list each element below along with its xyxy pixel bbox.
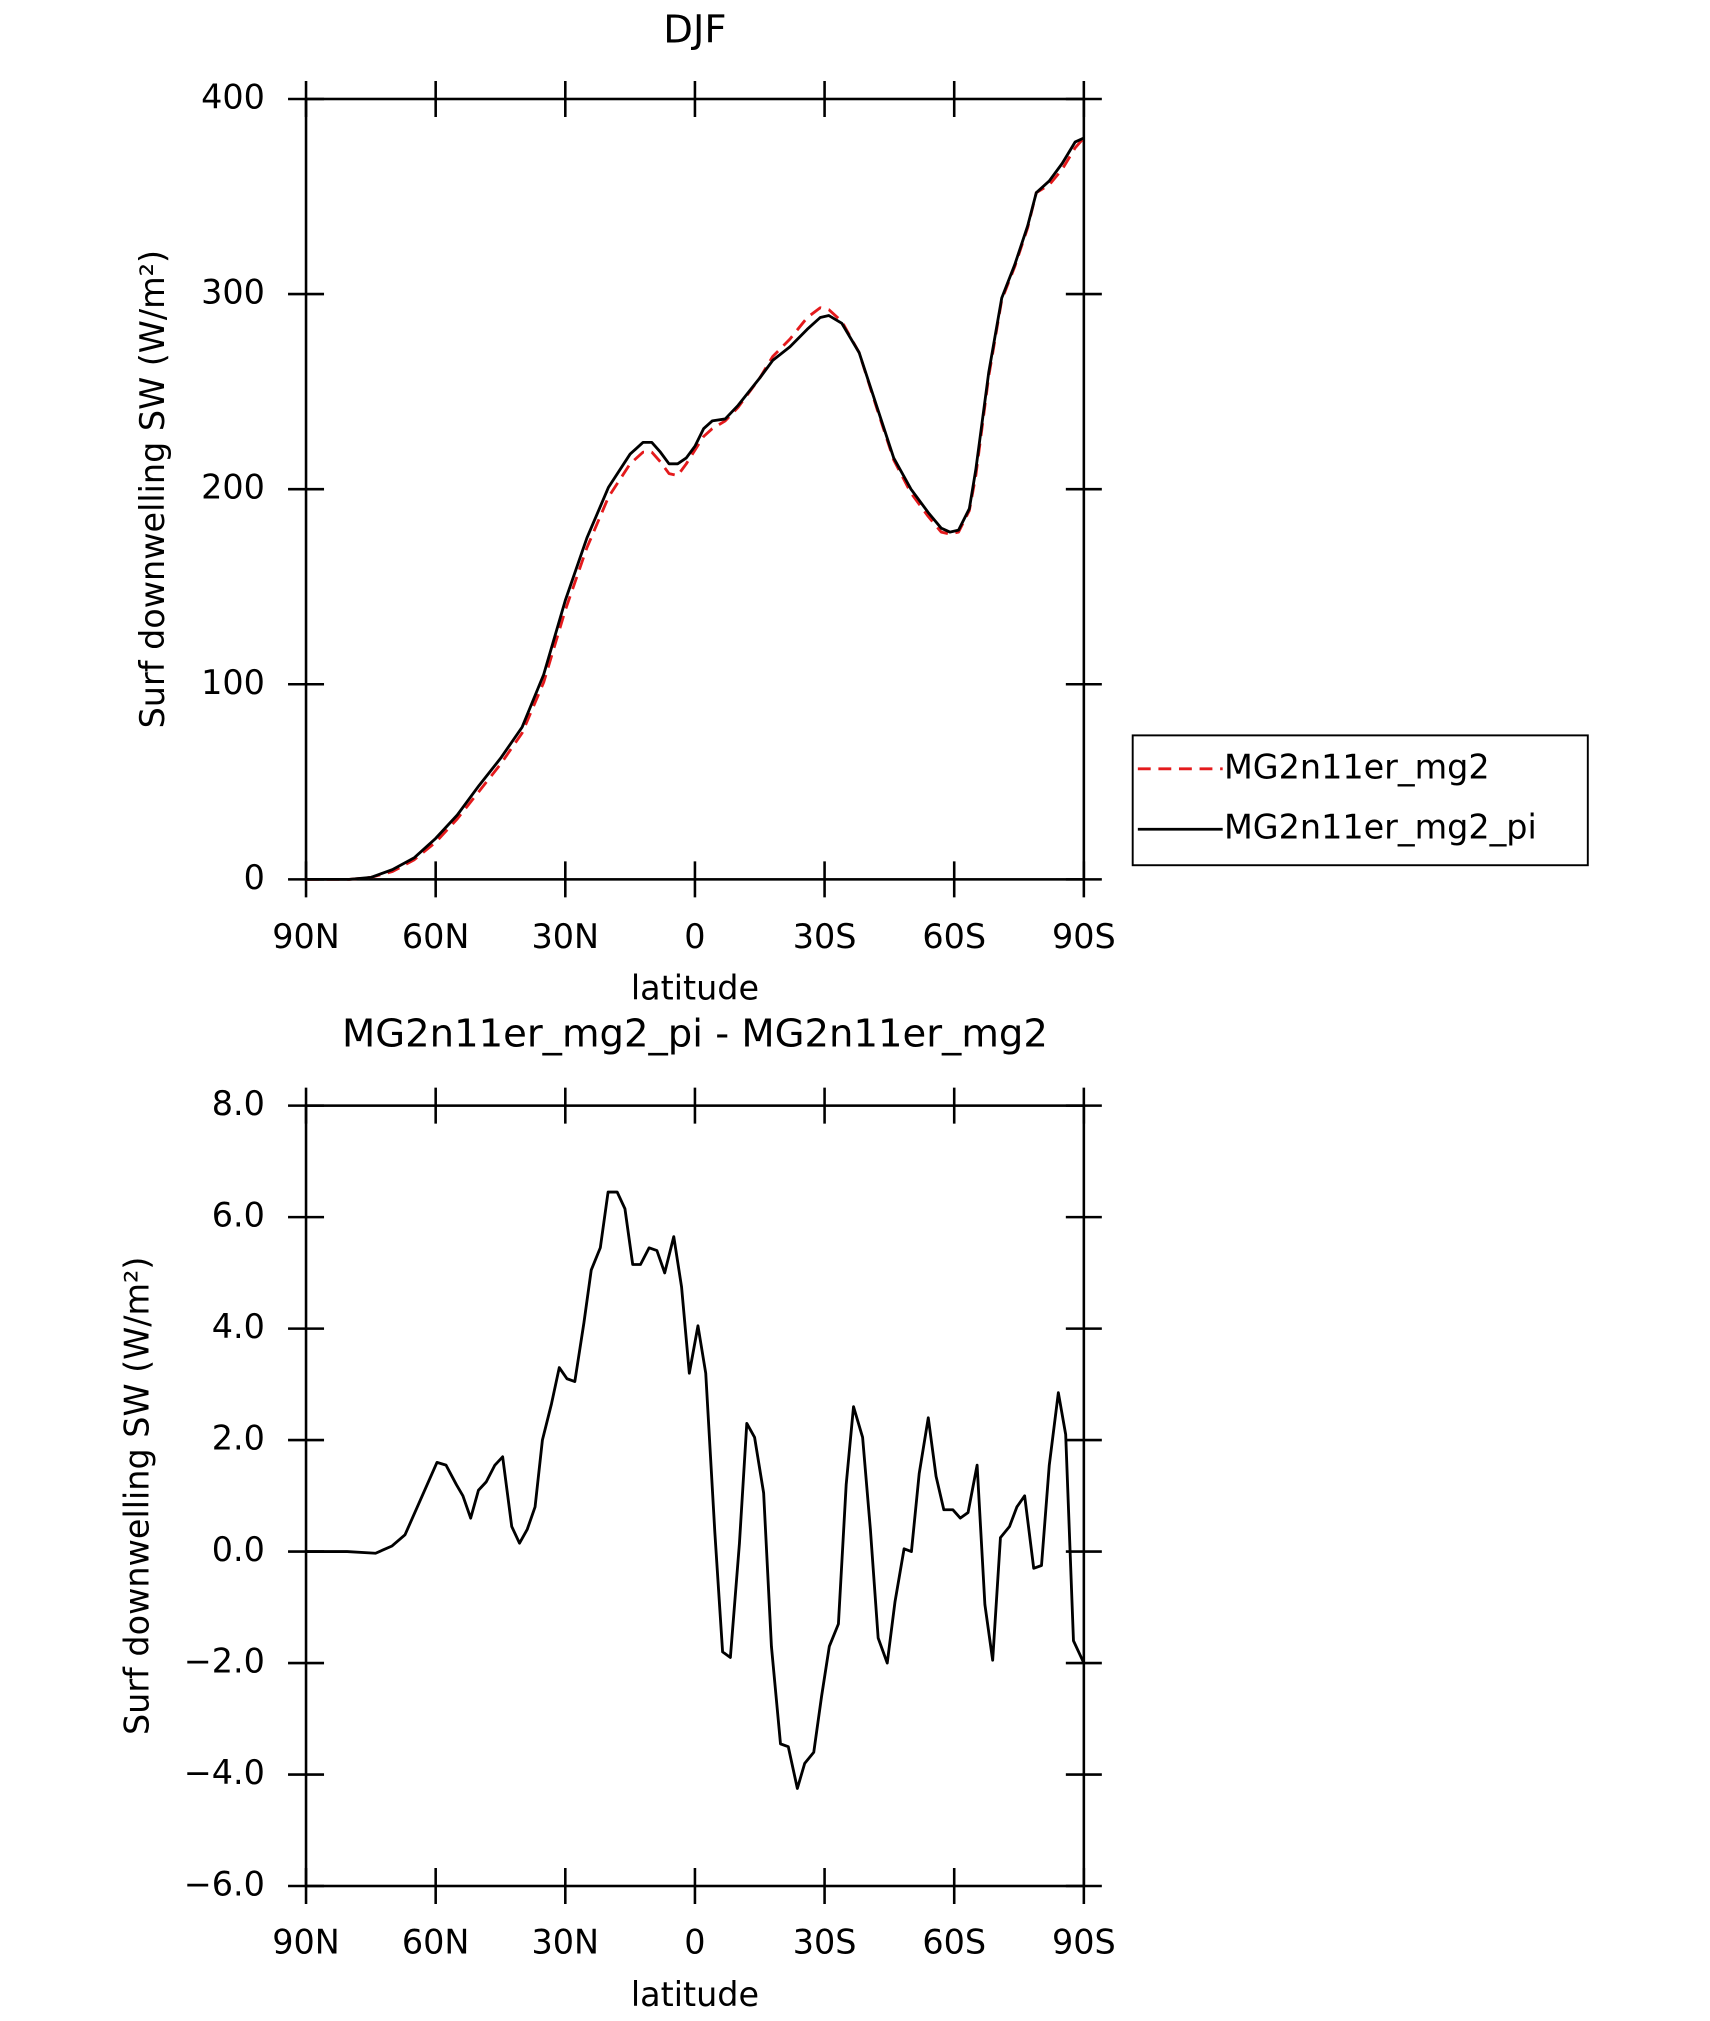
x-tick-label: 0 bbox=[684, 1922, 705, 1961]
y-axis-label: Surf downwelling SW (W/m²) bbox=[117, 1257, 156, 1735]
y-tick-label: 100 bbox=[201, 663, 265, 702]
legend-label: MG2n11er_mg2 bbox=[1224, 747, 1490, 786]
y-tick-label: 0 bbox=[244, 858, 265, 897]
y-tick-label: 400 bbox=[201, 77, 265, 116]
x-tick-label: 60S bbox=[922, 917, 986, 956]
x-tick-label: 30N bbox=[532, 1922, 600, 1961]
chart-title: DJF bbox=[663, 8, 726, 53]
y-tick-label: 300 bbox=[201, 273, 265, 312]
x-tick-label: 0 bbox=[684, 917, 705, 956]
x-tick-label: 30S bbox=[793, 1922, 857, 1961]
y-tick-label: 4.0 bbox=[212, 1307, 265, 1346]
series-line bbox=[306, 136, 1085, 881]
x-tick-label: 30S bbox=[793, 917, 857, 956]
legend-box bbox=[1131, 734, 1589, 867]
legend-label: MG2n11er_mg2_pi bbox=[1224, 808, 1537, 847]
chart-title: MG2n11er_mg2_pi - MG2n11er_mg2 bbox=[342, 1012, 1048, 1057]
y-tick-label: 2.0 bbox=[212, 1419, 265, 1458]
y-tick-label: 8.0 bbox=[212, 1084, 265, 1123]
y-tick-label: 0.0 bbox=[212, 1530, 265, 1569]
x-axis-label: latitude bbox=[631, 968, 759, 1007]
x-tick-label: 60S bbox=[922, 1922, 986, 1961]
y-axis-label: Surf downwelling SW (W/m²) bbox=[133, 250, 172, 728]
x-tick-label: 30N bbox=[532, 917, 600, 956]
y-tick-label: 6.0 bbox=[212, 1196, 265, 1235]
x-axis-label: latitude bbox=[631, 1975, 759, 2014]
y-tick-label: −4.0 bbox=[184, 1753, 265, 1792]
x-tick-label: 60N bbox=[402, 917, 470, 956]
y-tick-label: −2.0 bbox=[184, 1642, 265, 1681]
x-tick-label: 90S bbox=[1052, 917, 1116, 956]
x-tick-label: 60N bbox=[402, 1922, 470, 1961]
series-line bbox=[306, 137, 1085, 881]
plot-frame bbox=[304, 97, 1086, 881]
y-tick-label: 200 bbox=[201, 468, 265, 507]
series-line bbox=[306, 1190, 1086, 1790]
plot-frame bbox=[304, 1104, 1086, 1888]
x-tick-label: 90S bbox=[1052, 1922, 1116, 1961]
x-tick-label: 90N bbox=[272, 917, 340, 956]
y-tick-label: −6.0 bbox=[184, 1865, 265, 1904]
x-tick-label: 90N bbox=[272, 1922, 340, 1961]
